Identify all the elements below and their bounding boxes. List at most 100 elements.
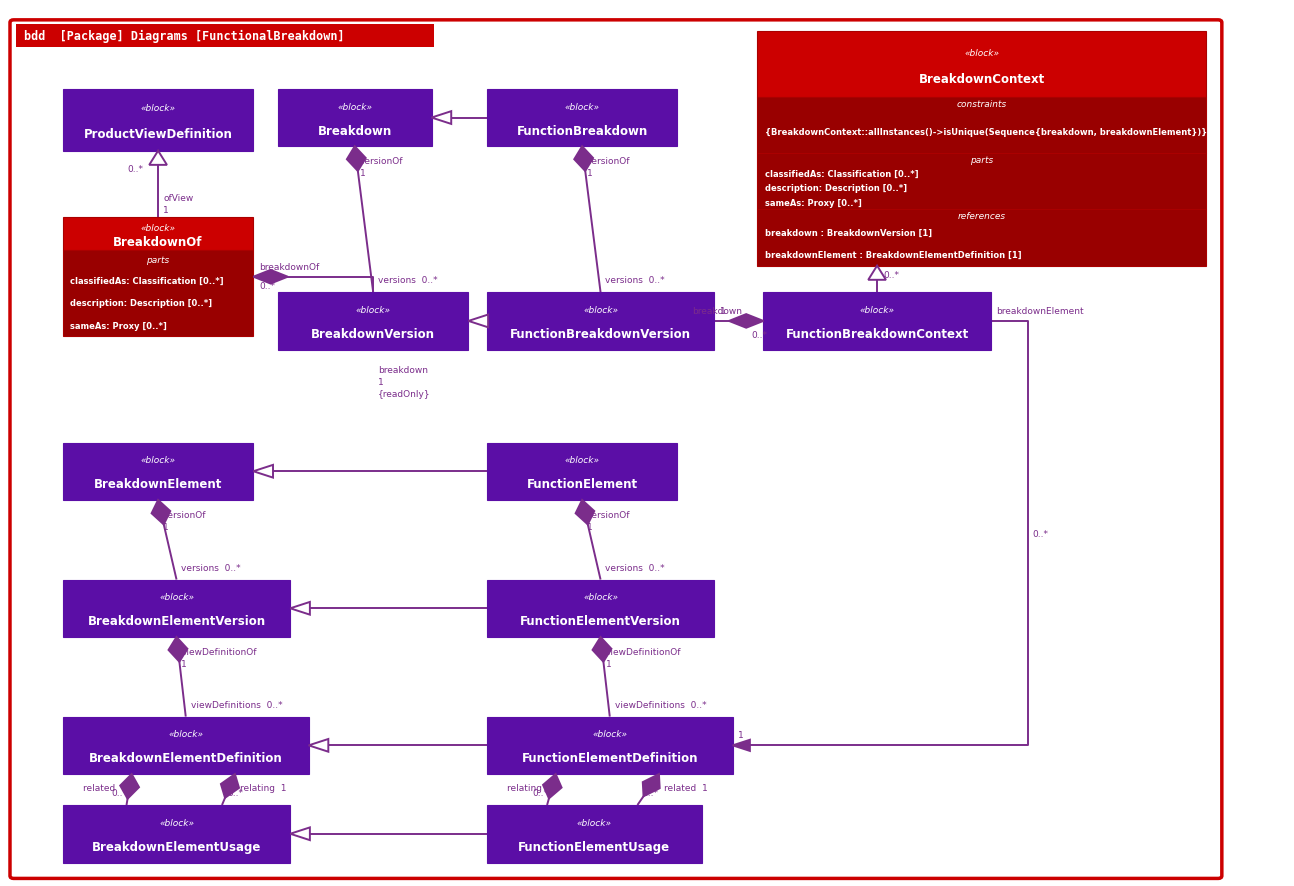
Text: breakdown: breakdown xyxy=(692,307,743,315)
Text: related  1: related 1 xyxy=(83,783,127,792)
Text: viewDefinitions  0..*: viewDefinitions 0..* xyxy=(615,700,707,709)
Bar xyxy=(278,89,432,147)
Polygon shape xyxy=(309,739,329,752)
Text: «block»: «block» xyxy=(356,306,391,315)
Text: description: Description [0..*]: description: Description [0..*] xyxy=(765,183,907,193)
Text: BreakdownContext: BreakdownContext xyxy=(919,73,1044,86)
Text: BreakdownOf: BreakdownOf xyxy=(114,236,203,248)
Text: FunctionBreakdown: FunctionBreakdown xyxy=(516,125,648,137)
Text: versions  0..*: versions 0..* xyxy=(378,276,437,285)
Bar xyxy=(63,251,254,337)
Text: versions  0..*: versions 0..* xyxy=(181,563,241,572)
Text: description: Description [0..*]: description: Description [0..*] xyxy=(70,299,212,308)
Text: «block»: «block» xyxy=(859,306,894,315)
Polygon shape xyxy=(576,501,594,525)
Text: 0..*: 0..* xyxy=(127,165,144,174)
Text: BreakdownElementUsage: BreakdownElementUsage xyxy=(92,840,261,853)
Bar xyxy=(757,210,1206,267)
Text: 1: 1 xyxy=(606,659,611,668)
Polygon shape xyxy=(643,774,660,797)
Polygon shape xyxy=(732,740,751,751)
Polygon shape xyxy=(290,602,309,615)
Text: FunctionElementDefinition: FunctionElementDefinition xyxy=(521,751,697,765)
Polygon shape xyxy=(120,774,138,799)
Bar xyxy=(63,89,254,152)
Text: «block»: «block» xyxy=(593,729,628,739)
Text: «block»: «block» xyxy=(159,818,194,827)
Text: «block»: «block» xyxy=(141,224,176,233)
Text: {BreakdownContext::allInstances()->isUnique(Sequence{breakdown, breakdownElement: {BreakdownContext::allInstances()->isUni… xyxy=(765,128,1207,136)
Bar xyxy=(63,218,254,251)
Text: parts: parts xyxy=(970,156,994,165)
Text: BreakdownVersion: BreakdownVersion xyxy=(311,328,435,341)
Text: 0..*: 0..* xyxy=(226,789,243,797)
Text: 1: 1 xyxy=(738,730,743,740)
Polygon shape xyxy=(468,315,488,328)
Text: «block»: «block» xyxy=(141,455,176,465)
Text: 1: 1 xyxy=(360,169,365,178)
Text: FunctionBreakdownVersion: FunctionBreakdownVersion xyxy=(510,328,691,341)
Text: versionOf: versionOf xyxy=(587,157,630,166)
Text: 1: 1 xyxy=(721,307,726,315)
Text: versionOf: versionOf xyxy=(163,510,207,519)
Polygon shape xyxy=(221,774,239,798)
Polygon shape xyxy=(593,637,611,662)
Text: FunctionElementUsage: FunctionElementUsage xyxy=(519,840,670,853)
Polygon shape xyxy=(432,112,452,125)
Text: 1: 1 xyxy=(378,377,384,386)
Bar xyxy=(487,717,732,774)
Text: sameAs: Proxy [0..*]: sameAs: Proxy [0..*] xyxy=(765,198,862,207)
Polygon shape xyxy=(254,465,273,478)
Polygon shape xyxy=(254,270,287,284)
Text: 1: 1 xyxy=(587,169,593,178)
Bar xyxy=(487,443,677,501)
Text: ProductViewDefinition: ProductViewDefinition xyxy=(84,128,233,141)
Text: sameAs: Proxy [0..*]: sameAs: Proxy [0..*] xyxy=(70,322,167,330)
Text: versionOf: versionOf xyxy=(360,157,404,166)
Text: references: references xyxy=(958,212,1005,221)
Text: bdd  [Package] Diagrams [FunctionalBreakdown]: bdd [Package] Diagrams [FunctionalBreakd… xyxy=(23,30,344,43)
Text: «block»: «block» xyxy=(577,818,612,827)
Text: classifiedAs: Classification [0..*]: classifiedAs: Classification [0..*] xyxy=(70,276,224,285)
Text: BreakdownElementDefinition: BreakdownElementDefinition xyxy=(89,751,282,765)
Text: 0..*: 0..* xyxy=(884,271,899,280)
Polygon shape xyxy=(868,267,886,281)
Text: 0..*: 0..* xyxy=(532,789,549,797)
Text: «block»: «block» xyxy=(338,103,373,112)
Text: breakdown : BreakdownVersion [1]: breakdown : BreakdownVersion [1] xyxy=(765,229,932,238)
Text: 0..*: 0..* xyxy=(751,330,767,339)
Text: 1: 1 xyxy=(163,206,168,215)
Text: breakdownElement: breakdownElement xyxy=(995,307,1083,315)
Text: «block»: «block» xyxy=(584,306,619,315)
Text: ofView: ofView xyxy=(163,194,193,203)
Polygon shape xyxy=(151,501,171,525)
Bar xyxy=(763,293,991,350)
Text: «block»: «block» xyxy=(141,104,176,113)
Polygon shape xyxy=(543,774,562,798)
Text: 1: 1 xyxy=(181,659,188,668)
Text: viewDefinitionOf: viewDefinitionOf xyxy=(181,647,258,656)
Text: BreakdownElement: BreakdownElement xyxy=(94,478,223,491)
Bar xyxy=(487,89,677,147)
Text: 0..*: 0..* xyxy=(111,789,128,797)
Text: «block»: «block» xyxy=(564,103,599,112)
Bar xyxy=(487,805,701,863)
Text: FunctionBreakdownContext: FunctionBreakdownContext xyxy=(785,328,969,341)
Bar xyxy=(63,580,290,637)
Text: viewDefinitionOf: viewDefinitionOf xyxy=(606,647,681,656)
Bar xyxy=(16,25,433,48)
Bar xyxy=(757,32,1206,97)
Bar xyxy=(278,293,468,350)
Polygon shape xyxy=(168,637,188,662)
Bar xyxy=(487,580,714,637)
Bar xyxy=(757,154,1206,210)
Bar xyxy=(63,443,254,501)
Text: constraints: constraints xyxy=(956,99,1007,108)
Text: relating  1: relating 1 xyxy=(239,783,286,792)
Text: BreakdownElementVersion: BreakdownElementVersion xyxy=(88,615,265,627)
Text: «block»: «block» xyxy=(964,49,999,58)
Text: {readOnly}: {readOnly} xyxy=(378,390,431,399)
Text: relating  1: relating 1 xyxy=(506,783,553,792)
Bar xyxy=(757,97,1206,154)
Bar xyxy=(487,293,714,350)
